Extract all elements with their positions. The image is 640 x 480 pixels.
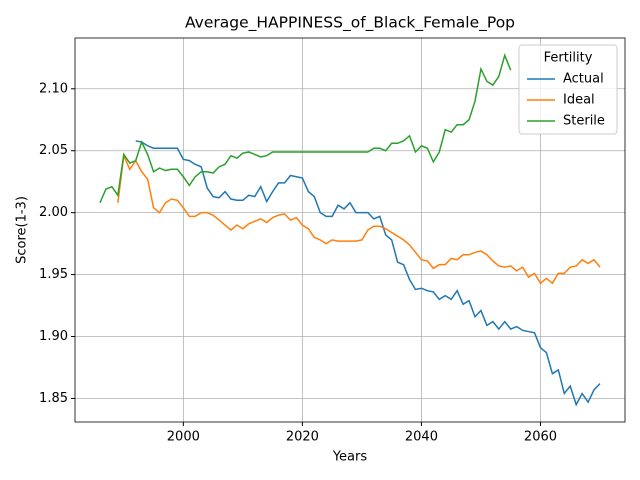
chart-title: Average_HAPPINESS_of_Black_Female_Pop	[185, 14, 515, 33]
y-tick-label: 1.85	[39, 391, 68, 406]
x-axis-label: Years	[332, 450, 368, 465]
legend: Fertility Actual Ideal Sterile	[518, 44, 618, 135]
y-tick-label: 2.05	[39, 143, 68, 158]
legend-label: Actual	[563, 72, 604, 87]
x-tick-label: 2060	[524, 430, 557, 445]
line-series	[117, 152, 601, 285]
legend-label: Sterile	[563, 114, 605, 129]
x-tick-label: 2040	[405, 430, 438, 445]
plot-frame	[74, 37, 626, 423]
legend-title: Fertility	[544, 51, 593, 66]
y-tick-label: 2.10	[39, 81, 68, 96]
x-tick-label: 2020	[286, 430, 319, 445]
legend-label: Ideal	[563, 93, 595, 108]
y-tick-label: 1.90	[39, 329, 68, 344]
x-tick-label: 2000	[167, 430, 200, 445]
y-tick-label: 1.95	[39, 267, 68, 282]
y-axis-label: Score(1-3)	[15, 196, 30, 264]
line-series	[135, 140, 601, 407]
legend-box	[518, 44, 618, 135]
line-series	[99, 53, 512, 204]
y-tick-label: 2.00	[39, 205, 68, 220]
